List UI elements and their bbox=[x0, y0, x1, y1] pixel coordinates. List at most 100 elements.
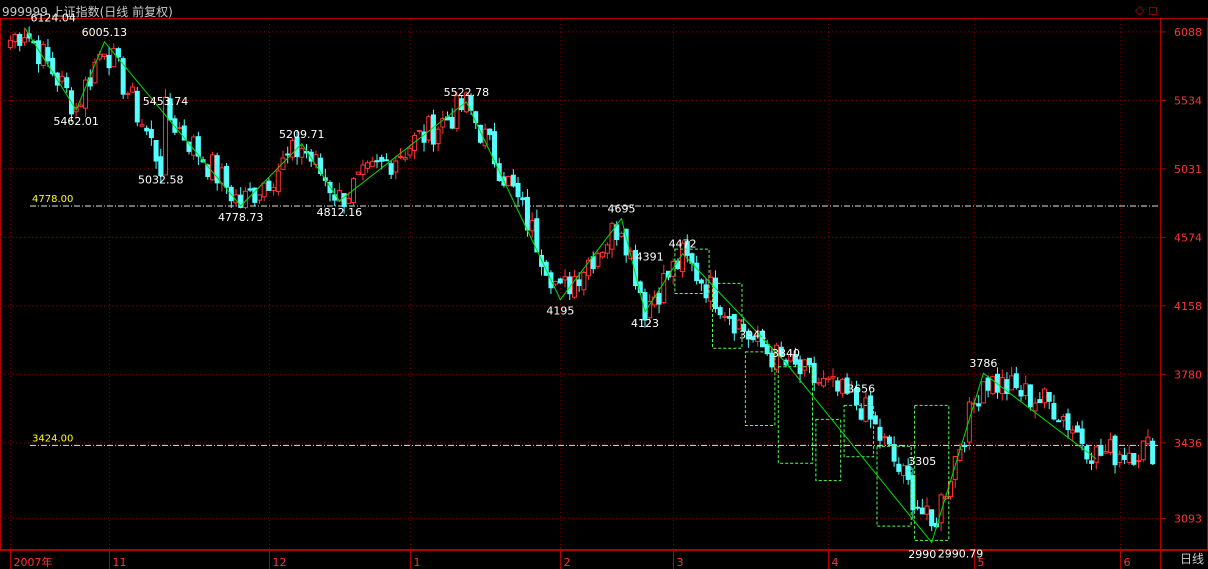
candle-down bbox=[144, 127, 150, 132]
candle-down bbox=[134, 90, 140, 123]
candle-up bbox=[1145, 436, 1151, 445]
candle-up bbox=[788, 353, 794, 362]
candle-down bbox=[877, 426, 883, 441]
consolidation-box bbox=[843, 404, 875, 458]
candle-up bbox=[7, 39, 13, 49]
candle-down bbox=[698, 279, 704, 284]
candle-down bbox=[64, 77, 70, 89]
candle-down bbox=[186, 141, 192, 152]
candle-up bbox=[661, 272, 667, 304]
candle-down bbox=[106, 54, 112, 69]
candle-up bbox=[256, 194, 262, 201]
pivot-label: 4778.73 bbox=[218, 211, 264, 224]
candle-down bbox=[1051, 403, 1057, 420]
period-label[interactable]: 日线 bbox=[1179, 552, 1204, 566]
candle-up bbox=[990, 376, 996, 395]
candle-down bbox=[477, 124, 483, 143]
candle-down bbox=[1150, 440, 1156, 465]
candle-up bbox=[162, 96, 168, 176]
candle-up bbox=[1060, 416, 1066, 421]
candle-up bbox=[863, 397, 869, 422]
candle-up bbox=[562, 276, 568, 281]
candle-down bbox=[915, 506, 921, 509]
candle-down bbox=[806, 357, 812, 366]
pivot-label: 4123 bbox=[631, 317, 659, 330]
candle-up bbox=[360, 164, 366, 175]
candle-down bbox=[731, 314, 737, 334]
pivot-label: 3941 bbox=[739, 328, 767, 341]
candle-down bbox=[750, 336, 756, 341]
candle-up bbox=[595, 253, 601, 267]
candle-up bbox=[839, 378, 845, 394]
y-tick-label: 6088 bbox=[1174, 26, 1202, 39]
candle-up bbox=[78, 104, 84, 108]
candle-down bbox=[148, 128, 154, 139]
candle-down bbox=[684, 241, 690, 256]
x-tick-label: 5 bbox=[978, 556, 985, 569]
candle-down bbox=[891, 444, 897, 462]
candle-down bbox=[115, 48, 121, 58]
consolidation-box bbox=[744, 351, 776, 427]
candle-up bbox=[647, 300, 653, 319]
candle-down bbox=[252, 187, 258, 203]
pivot-label: 4472 bbox=[669, 238, 697, 251]
candle-down bbox=[769, 352, 775, 368]
candle-down bbox=[835, 380, 841, 392]
chart-title: 999999 上证指数(日线 前复权) bbox=[2, 5, 173, 19]
consolidation-box bbox=[914, 404, 950, 541]
pivot-label: 3840 bbox=[772, 347, 800, 360]
candle-up bbox=[351, 178, 357, 204]
candle-down bbox=[886, 436, 892, 445]
window-controls-icon[interactable]: ◇ ◻ bbox=[1134, 3, 1158, 17]
x-tick-label: 1 bbox=[414, 556, 421, 569]
candle-down bbox=[759, 330, 765, 348]
candle-down bbox=[703, 284, 709, 299]
candle-up bbox=[618, 232, 624, 237]
candle-up bbox=[130, 86, 136, 93]
candle-down bbox=[1027, 384, 1033, 408]
candle-up bbox=[111, 47, 117, 68]
consolidation-box bbox=[815, 418, 842, 482]
candle-down bbox=[623, 228, 629, 256]
candle-up bbox=[882, 436, 888, 439]
x-tick-label: 12 bbox=[273, 556, 287, 569]
pivot-label: 4195 bbox=[546, 304, 574, 317]
candle-down bbox=[576, 279, 582, 287]
pivot-label: 5453.74 bbox=[143, 95, 189, 108]
candle-down bbox=[712, 277, 718, 310]
candle-down bbox=[181, 125, 187, 141]
candle-up bbox=[571, 276, 577, 298]
candle-up bbox=[722, 315, 728, 318]
candle-up bbox=[454, 95, 460, 129]
candle-down bbox=[727, 316, 733, 319]
y-tick-label: 5534 bbox=[1174, 94, 1202, 107]
candle-down bbox=[1046, 391, 1052, 402]
candle-down bbox=[341, 193, 347, 208]
candle-up bbox=[924, 505, 930, 515]
candle-up bbox=[506, 175, 512, 186]
candle-up bbox=[849, 389, 855, 393]
candle-up bbox=[191, 136, 197, 156]
candle-down bbox=[468, 95, 474, 111]
candle-up bbox=[59, 75, 65, 82]
candle-down bbox=[778, 346, 784, 357]
candle-up bbox=[600, 251, 606, 258]
candle-up bbox=[1093, 446, 1099, 463]
candle-up bbox=[275, 170, 281, 193]
candle-up bbox=[12, 33, 18, 43]
consolidation-box bbox=[876, 445, 912, 527]
candle-down bbox=[487, 128, 493, 136]
candle-down bbox=[167, 98, 173, 121]
x-tick-label: 3 bbox=[677, 556, 684, 569]
x-tick-label: 2 bbox=[564, 556, 571, 569]
candle-down bbox=[1013, 373, 1019, 389]
candle-down bbox=[1084, 445, 1090, 460]
x-tick-label: 11 bbox=[113, 556, 127, 569]
candle-down bbox=[853, 388, 859, 406]
candle-down bbox=[557, 278, 563, 284]
pivot-label: 5462.01 bbox=[53, 115, 99, 128]
candle-up bbox=[816, 381, 822, 385]
candle-down bbox=[985, 377, 991, 391]
candle-down bbox=[642, 292, 648, 321]
